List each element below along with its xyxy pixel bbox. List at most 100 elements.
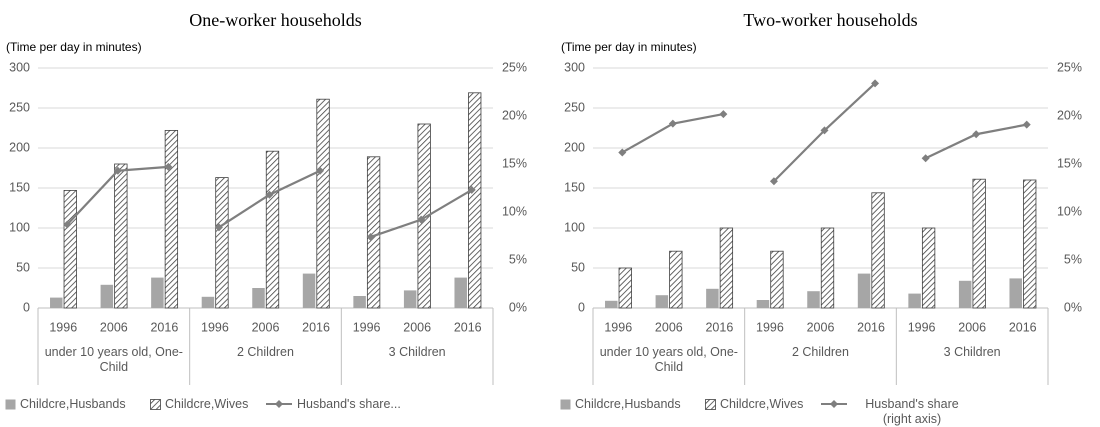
legend-label: Husband's share (right axis)	[865, 397, 959, 426]
legend-swatch	[560, 399, 571, 410]
share-marker	[417, 215, 426, 224]
y2-tick-label: 15%	[502, 156, 527, 170]
x-tick-label: 2016	[1009, 320, 1037, 334]
y-tick-label: 200	[564, 140, 585, 154]
y-tick-label: 200	[9, 140, 30, 154]
share-marker	[1022, 120, 1031, 129]
legend-item: Childcre,Wives	[150, 397, 248, 412]
x-tick-label: 1996	[756, 320, 784, 334]
bar	[265, 150, 280, 309]
bar	[756, 300, 770, 308]
y2-tick-label: 25%	[502, 60, 527, 74]
share-marker	[265, 190, 274, 199]
bar	[468, 92, 482, 309]
y2-tick-label: 0%	[509, 300, 527, 314]
bar	[972, 178, 986, 309]
legend-box	[705, 399, 716, 410]
y2-tick-label: 5%	[509, 252, 527, 266]
legend-label: Childcre,Husbands	[20, 397, 126, 411]
x-tick-label: 2016	[302, 320, 330, 334]
legend-marker	[830, 400, 838, 408]
bar	[1009, 278, 1022, 308]
y2-tick-label: 0%	[1064, 300, 1082, 314]
y-tick-label: 300	[9, 60, 30, 74]
bar	[454, 277, 467, 308]
bar	[921, 227, 936, 309]
bar	[1023, 179, 1037, 309]
y-tick-label: 50	[16, 260, 30, 274]
bar	[215, 177, 229, 309]
share-marker	[63, 220, 72, 229]
y2-tick-label: 10%	[1057, 204, 1082, 218]
bar	[252, 288, 265, 308]
x-tick-label: 1996	[353, 320, 381, 334]
x-tick-label: 2006	[403, 320, 431, 334]
legend-label: Childcre,Wives	[720, 397, 804, 411]
y-tick-label: 150	[9, 180, 30, 194]
group-label: under 10 years old, One-Child	[44, 345, 183, 374]
bar	[63, 189, 77, 309]
legend-swatch	[705, 399, 716, 410]
share-marker	[871, 79, 880, 88]
y2-tick-label: 20%	[502, 108, 527, 122]
legend-swatch	[821, 400, 847, 408]
legend-item: Childcre,Husbands	[5, 397, 126, 412]
share-line	[925, 123, 1027, 160]
legend-item: Childcre,Husbands	[560, 397, 681, 412]
bar	[302, 273, 316, 308]
y-tick-label: 300	[564, 60, 585, 74]
legend-item: Husband's share...	[264, 397, 401, 412]
share-marker	[164, 162, 173, 171]
x-tick-label: 2006	[252, 320, 280, 334]
x-tick-label: 1996	[604, 320, 632, 334]
bar	[605, 300, 618, 308]
x-tick-label: 2006	[807, 320, 835, 334]
y-tick-label: 50	[571, 260, 585, 274]
bar	[655, 295, 669, 308]
y-axis-label: (Time per day in minutes)	[6, 40, 142, 54]
x-tick-label: 2006	[100, 320, 128, 334]
group-label: 2 Children	[236, 345, 294, 359]
share-marker	[366, 232, 375, 241]
chart-title: Two-worker households	[743, 10, 917, 30]
y-tick-label: 0	[23, 300, 30, 314]
legend-swatch	[5, 399, 16, 410]
bar	[114, 163, 128, 309]
share-marker	[668, 119, 677, 128]
share-marker	[618, 148, 627, 157]
group-label: under 10 years old, One-Child	[599, 345, 738, 374]
group-label: 3 Children	[388, 345, 446, 359]
y2-tick-label: 25%	[1057, 60, 1082, 74]
bar	[719, 227, 734, 309]
group-label: 3 Children	[943, 345, 1001, 359]
page: {"chart_data": [ {"type": "bar-line", "t…	[5, 10, 1082, 426]
legend-label: Childcre,Husbands	[575, 397, 681, 411]
group-label: 2 Children	[791, 345, 849, 359]
bar	[353, 296, 366, 308]
bar	[857, 273, 871, 308]
bar	[820, 227, 835, 309]
x-tick-label: 2016	[454, 320, 482, 334]
share-marker	[316, 166, 325, 175]
bar	[366, 156, 381, 309]
x-tick-label: 2016	[857, 320, 885, 334]
share-marker	[214, 223, 223, 232]
bar	[807, 291, 820, 308]
legend-box	[150, 399, 161, 410]
legend-label: Husband's share...	[297, 397, 401, 411]
x-tick-label: 2016	[150, 320, 178, 334]
x-tick-label: 1996	[908, 320, 936, 334]
y-tick-label: 100	[564, 220, 585, 234]
share-marker	[820, 126, 829, 135]
x-tick-label: 2006	[958, 320, 986, 334]
bar	[871, 192, 885, 309]
share-marker	[113, 166, 122, 175]
x-tick-label: 1996	[201, 320, 229, 334]
y-tick-label: 100	[9, 220, 30, 234]
bar	[908, 293, 921, 308]
y-tick-label: 250	[9, 100, 30, 114]
bar	[403, 290, 417, 308]
bar	[151, 277, 164, 308]
bar	[100, 284, 114, 308]
y-tick-label: 250	[564, 100, 585, 114]
